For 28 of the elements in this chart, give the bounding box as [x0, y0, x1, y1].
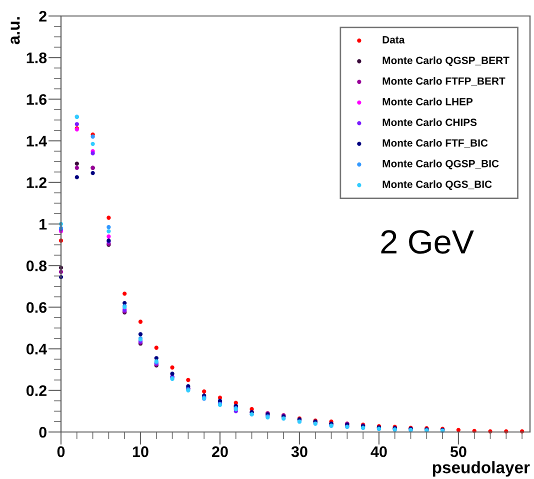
y-tick-label: 1.2	[26, 177, 46, 188]
legend-label: Monte Carlo FTFP_BERT	[382, 77, 506, 86]
x-tick-label: 20	[212, 446, 228, 458]
x-axis-title: pseudolayer	[432, 461, 530, 477]
x-tick-label: 0	[57, 446, 65, 458]
legend-label: Monte Carlo QGSP_BERT	[382, 56, 510, 66]
x-tick-label: 50	[450, 446, 466, 458]
y-tick-label: 0.6	[26, 302, 47, 313]
x-tick-label: 40	[370, 446, 387, 458]
legend-label: Monte Carlo QGS_BIC	[382, 180, 492, 190]
y-tick-label: 1	[40, 219, 47, 230]
x-tick-label: 30	[291, 446, 308, 458]
y-tick-label: 0.2	[26, 385, 46, 396]
legend-label: Monte Carlo QGSP_BIC	[382, 160, 499, 170]
legend-label: Monte Carlo CHIPS	[382, 118, 477, 126]
y-tick-label: 2	[39, 10, 46, 22]
y-tick-label: 0.4	[26, 344, 48, 354]
y-tick-label: 1.6	[26, 94, 47, 105]
x-tick-label: 10	[132, 446, 148, 458]
y-axis-title: a.u.	[10, 17, 20, 44]
y-tick-label: 1.8	[26, 52, 47, 64]
y-tick-label: 0	[39, 426, 46, 438]
legend-label: Monte Carlo LHEP	[382, 98, 473, 106]
legend-label: Monte Carlo FTF_BIC	[382, 139, 488, 148]
y-tick-label: 1.4	[26, 136, 48, 146]
y-tick-label: 0.8	[26, 260, 47, 272]
annotation: 2 GeV	[381, 230, 474, 254]
legend-label: Data	[382, 36, 405, 44]
